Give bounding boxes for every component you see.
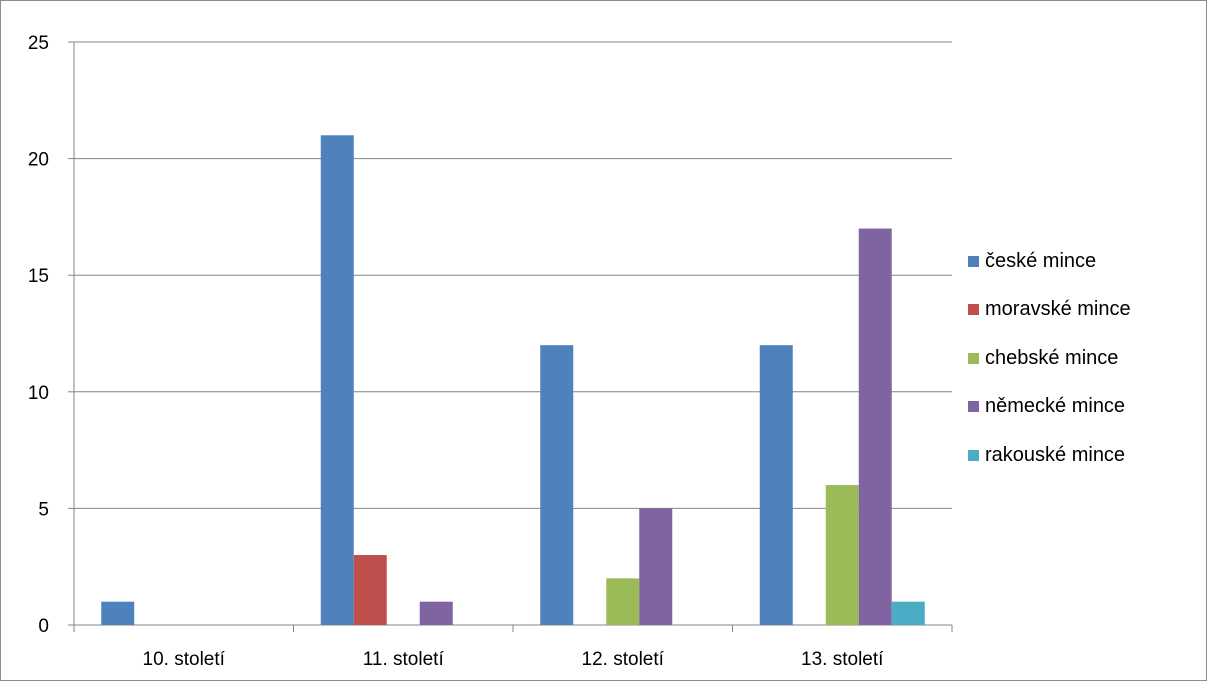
legend-label: chebské mince [985, 346, 1119, 369]
legend-swatch [968, 401, 979, 413]
legend-label: rakouské mince [985, 443, 1126, 466]
legend-label: moravské mince [985, 298, 1131, 321]
bar [606, 578, 640, 625]
x-tick-label: 13. století [801, 649, 884, 670]
y-tick-label: 5 [38, 499, 49, 520]
bar [759, 345, 793, 625]
y-tick-label: 20 [28, 150, 49, 171]
bar [320, 135, 354, 625]
bar [101, 601, 135, 625]
legend-item: české mince [968, 237, 1131, 286]
legend-item: německé mince [968, 383, 1131, 432]
y-tick-label: 25 [28, 33, 49, 54]
legend-item: moravské mince [968, 286, 1131, 335]
legend: české mince moravské mince chebské mince ně… [968, 237, 1131, 480]
legend-swatch [968, 352, 979, 364]
x-tick-label: 11. století [363, 649, 445, 670]
bar [419, 601, 453, 625]
y-tick-label: 15 [28, 266, 49, 287]
legend-label: české mince [985, 249, 1097, 272]
legend-swatch [968, 449, 979, 461]
legend-label: německé mince [985, 395, 1126, 418]
bar [353, 555, 387, 625]
bar [891, 601, 925, 625]
legend-item: rakouské mince [968, 431, 1131, 480]
legend-item: chebské mince [968, 334, 1131, 383]
bar [858, 228, 892, 625]
bar [639, 508, 673, 625]
bar [540, 345, 574, 625]
legend-swatch [968, 304, 979, 316]
legend-swatch [968, 255, 979, 267]
y-tick-label: 0 [38, 616, 49, 637]
bar [825, 485, 859, 625]
x-tick-label: 10. století [143, 649, 226, 670]
y-tick-label: 10 [28, 383, 49, 404]
x-tick-label: 12. století [582, 649, 665, 670]
